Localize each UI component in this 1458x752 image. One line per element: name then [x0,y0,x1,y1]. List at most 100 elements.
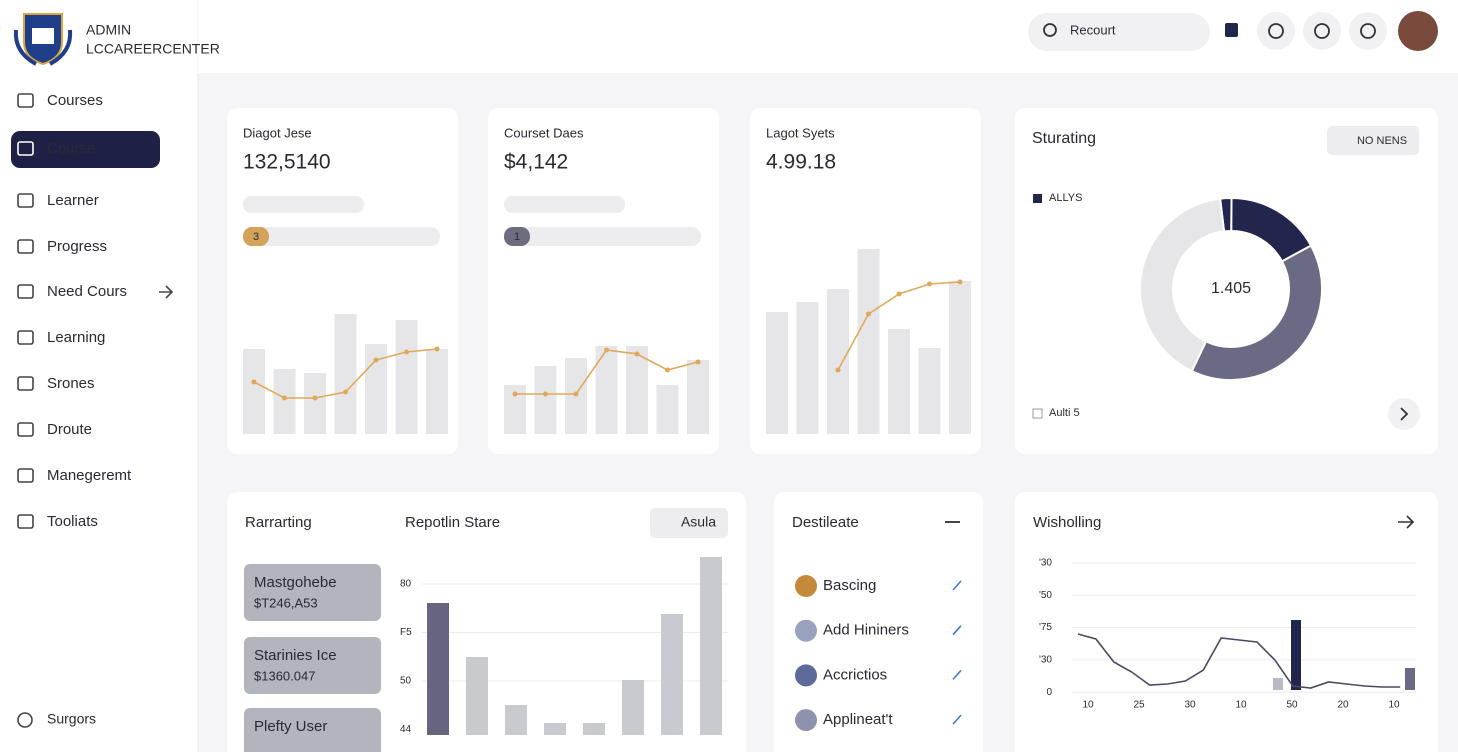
list-avatar [795,619,817,642]
y-label: 0 [1046,687,1052,698]
nav-item[interactable]: Progress [47,238,107,255]
icon-button[interactable] [1349,12,1387,50]
x-label: 10 [1082,700,1094,711]
bar [949,281,971,434]
nav-footer[interactable]: Surgors [47,711,96,727]
bar [827,289,849,434]
badge [243,227,269,246]
nav-item[interactable]: Srones [47,375,95,392]
list-item[interactable]: Applineat't [823,711,893,728]
arrow-icon[interactable] [1398,515,1415,529]
nav-item[interactable]: Course [47,140,95,157]
icon-glyph [1360,23,1376,39]
stat-label: Diagot Jese [243,125,312,140]
nav-icon [17,422,34,437]
nav-item[interactable]: Learner [47,192,99,209]
nav-active[interactable] [11,131,160,168]
stat-value: 4.99.18 [766,151,836,174]
bar [304,373,326,434]
legend-text: Aulti 5 [1049,407,1080,419]
nav-item[interactable]: Courses [47,92,103,109]
icon-glyph [1268,23,1284,39]
bar [857,249,880,434]
button[interactable] [650,508,728,538]
bar [918,348,941,434]
nav-item[interactable]: Need Cours [47,283,127,300]
list-item[interactable]: Bascing [823,577,876,594]
edit-icon[interactable] [952,669,962,680]
nav-item[interactable]: Learning [47,329,105,346]
icon-glyph [1314,23,1330,39]
stat-label: Courset Daes [504,125,584,140]
nav-icon [17,141,34,156]
x-label: 10 [1388,700,1400,711]
progress-track [243,196,364,213]
x-label: 20 [1337,700,1349,711]
card [1015,492,1438,752]
bar [622,680,644,735]
search-box[interactable] [1028,13,1210,51]
list-avatar [795,664,817,687]
nav-item[interactable]: Droute [47,421,92,438]
chart-title: Repotlin Stare [405,514,500,531]
list-item[interactable]: Add Hininers [823,622,909,639]
bar [426,349,448,434]
arrow-icon [159,285,174,299]
nav-icon [17,93,34,108]
list-item[interactable]: Accrictios [823,666,887,683]
button[interactable] [1327,126,1419,155]
edit-icon[interactable] [952,625,962,636]
list-avatar [795,575,817,597]
icon-button[interactable] [1303,12,1341,50]
tile-text: Starinies Ice [254,647,337,664]
bar [700,557,722,735]
y-label: F5 [400,627,412,638]
list-tile[interactable] [244,637,381,694]
icon-button[interactable] [1257,12,1295,50]
bar [504,385,526,434]
list-tile[interactable] [244,708,381,752]
trend-line [837,281,961,371]
nav-item[interactable]: Tooliats [47,513,98,530]
button-text: Asula [681,514,716,530]
x-label: 50 [1286,700,1298,711]
bar [544,723,566,735]
legend-swatch [1032,408,1043,419]
y-label: 50 [400,676,412,687]
bar [796,302,819,434]
tile-text: $1360.047 [254,668,315,683]
nav-item[interactable]: Manegeremt [47,467,132,484]
y-label: '75 [1039,622,1052,633]
card [1015,108,1438,454]
donut-segment [1139,197,1226,373]
list-tile[interactable] [244,564,381,621]
progress-track [504,227,701,246]
next-button[interactable] [1388,398,1420,430]
progress-track [504,196,625,213]
edit-icon[interactable] [952,714,962,725]
footer-icon [17,712,33,728]
bar [626,346,648,434]
sidebar [0,0,198,752]
edit-icon[interactable] [952,580,962,591]
bar [766,312,788,434]
tile-text: $T246,A53 [254,595,318,610]
bar [1291,620,1301,690]
tile-text: Mastgohebe [254,574,337,591]
bookmark-icon[interactable] [1225,23,1238,37]
nav-icon [17,284,34,299]
bar [534,366,557,434]
avatar[interactable] [1398,11,1438,51]
bar [427,603,449,735]
y-label: '30 [1039,558,1052,569]
card-title: Destileate [792,514,859,531]
y-label: '30 [1039,655,1052,666]
bar [583,723,605,735]
badge-text: 1 [514,231,520,243]
bar [395,320,418,434]
bar [243,349,265,434]
donut-segment [1190,244,1323,381]
bar [888,329,910,434]
